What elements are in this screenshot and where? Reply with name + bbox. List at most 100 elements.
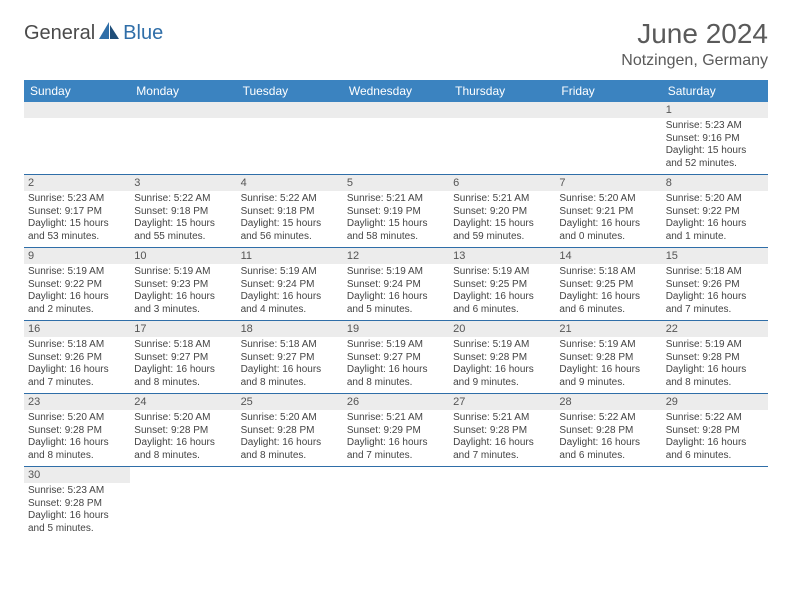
day-details [130, 118, 236, 168]
calendar-cell: 30Sunrise: 5:23 AMSunset: 9:28 PMDayligh… [24, 467, 130, 540]
daylight-text: Daylight: 16 hours [28, 291, 126, 304]
daylight-text: Daylight: 16 hours [666, 364, 764, 377]
day-number: 9 [24, 248, 130, 264]
day-details [24, 118, 130, 168]
daylight-text-2: and 7 minutes. [453, 450, 551, 463]
calendar-cell: 15Sunrise: 5:18 AMSunset: 9:26 PMDayligh… [662, 248, 768, 321]
daylight-text: Daylight: 16 hours [28, 510, 126, 523]
daylight-text: Daylight: 16 hours [666, 218, 764, 231]
day-details: Sunrise: 5:22 AMSunset: 9:18 PMDaylight:… [237, 191, 343, 247]
sunset-text: Sunset: 9:17 PM [28, 206, 126, 219]
calendar-cell: 9Sunrise: 5:19 AMSunset: 9:22 PMDaylight… [24, 248, 130, 321]
day-number: 3 [130, 175, 236, 191]
day-details: Sunrise: 5:18 AMSunset: 9:25 PMDaylight:… [555, 264, 661, 320]
sunrise-text: Sunrise: 5:19 AM [28, 266, 126, 279]
sunrise-text: Sunrise: 5:20 AM [559, 193, 657, 206]
daylight-text-2: and 8 minutes. [666, 377, 764, 390]
calendar-cell: 5Sunrise: 5:21 AMSunset: 9:19 PMDaylight… [343, 175, 449, 248]
day-details: Sunrise: 5:20 AMSunset: 9:22 PMDaylight:… [662, 191, 768, 247]
daylight-text: Daylight: 15 hours [666, 145, 764, 158]
daylight-text-2: and 8 minutes. [241, 450, 339, 463]
calendar-cell [662, 467, 768, 540]
sunrise-text: Sunrise: 5:19 AM [241, 266, 339, 279]
day-details: Sunrise: 5:21 AMSunset: 9:20 PMDaylight:… [449, 191, 555, 247]
calendar-cell: 12Sunrise: 5:19 AMSunset: 9:24 PMDayligh… [343, 248, 449, 321]
day-number: 23 [24, 394, 130, 410]
calendar-cell: 20Sunrise: 5:19 AMSunset: 9:28 PMDayligh… [449, 321, 555, 394]
sunset-text: Sunset: 9:28 PM [28, 425, 126, 438]
sunset-text: Sunset: 9:22 PM [28, 279, 126, 292]
daylight-text-2: and 6 minutes. [559, 304, 657, 317]
day-details [662, 483, 768, 533]
daylight-text: Daylight: 15 hours [241, 218, 339, 231]
calendar-cell: 11Sunrise: 5:19 AMSunset: 9:24 PMDayligh… [237, 248, 343, 321]
daylight-text: Daylight: 16 hours [241, 437, 339, 450]
month-title: June 2024 [621, 18, 768, 50]
daylight-text: Daylight: 16 hours [134, 291, 232, 304]
sunrise-text: Sunrise: 5:22 AM [134, 193, 232, 206]
calendar-week-row: 1Sunrise: 5:23 AMSunset: 9:16 PMDaylight… [24, 102, 768, 175]
sunset-text: Sunset: 9:23 PM [134, 279, 232, 292]
calendar-week-row: 16Sunrise: 5:18 AMSunset: 9:26 PMDayligh… [24, 321, 768, 394]
daylight-text-2: and 52 minutes. [666, 158, 764, 171]
sunset-text: Sunset: 9:18 PM [241, 206, 339, 219]
sunset-text: Sunset: 9:28 PM [453, 352, 551, 365]
calendar-week-row: 2Sunrise: 5:23 AMSunset: 9:17 PMDaylight… [24, 175, 768, 248]
day-number: 29 [662, 394, 768, 410]
sunrise-text: Sunrise: 5:23 AM [28, 485, 126, 498]
sunset-text: Sunset: 9:28 PM [453, 425, 551, 438]
day-number: 16 [24, 321, 130, 337]
calendar-week-row: 30Sunrise: 5:23 AMSunset: 9:28 PMDayligh… [24, 467, 768, 540]
sunset-text: Sunset: 9:22 PM [666, 206, 764, 219]
daylight-text: Daylight: 16 hours [559, 364, 657, 377]
daylight-text: Daylight: 16 hours [134, 437, 232, 450]
day-details [343, 483, 449, 533]
daylight-text: Daylight: 15 hours [347, 218, 445, 231]
daylight-text-2: and 3 minutes. [134, 304, 232, 317]
weekday-header: Thursday [449, 80, 555, 102]
calendar-cell: 7Sunrise: 5:20 AMSunset: 9:21 PMDaylight… [555, 175, 661, 248]
day-number [130, 102, 236, 118]
calendar-cell [130, 102, 236, 175]
daylight-text: Daylight: 16 hours [347, 364, 445, 377]
sunrise-text: Sunrise: 5:20 AM [241, 412, 339, 425]
sunset-text: Sunset: 9:24 PM [241, 279, 339, 292]
day-details: Sunrise: 5:20 AMSunset: 9:28 PMDaylight:… [24, 410, 130, 466]
calendar-cell [555, 102, 661, 175]
day-details: Sunrise: 5:19 AMSunset: 9:28 PMDaylight:… [449, 337, 555, 393]
day-number: 4 [237, 175, 343, 191]
day-number: 25 [237, 394, 343, 410]
day-details: Sunrise: 5:21 AMSunset: 9:19 PMDaylight:… [343, 191, 449, 247]
sunrise-text: Sunrise: 5:18 AM [28, 339, 126, 352]
daylight-text-2: and 8 minutes. [347, 377, 445, 390]
daylight-text-2: and 6 minutes. [453, 304, 551, 317]
sunrise-text: Sunrise: 5:22 AM [559, 412, 657, 425]
sunrise-text: Sunrise: 5:19 AM [347, 339, 445, 352]
sunset-text: Sunset: 9:20 PM [453, 206, 551, 219]
day-details: Sunrise: 5:23 AMSunset: 9:16 PMDaylight:… [662, 118, 768, 174]
daylight-text: Daylight: 15 hours [28, 218, 126, 231]
calendar-cell: 4Sunrise: 5:22 AMSunset: 9:18 PMDaylight… [237, 175, 343, 248]
day-number: 13 [449, 248, 555, 264]
day-details: Sunrise: 5:19 AMSunset: 9:22 PMDaylight:… [24, 264, 130, 320]
sunset-text: Sunset: 9:26 PM [666, 279, 764, 292]
header: General Blue June 2024 Notzingen, German… [24, 18, 768, 70]
daylight-text: Daylight: 16 hours [28, 437, 126, 450]
sunrise-text: Sunrise: 5:21 AM [347, 193, 445, 206]
day-number: 22 [662, 321, 768, 337]
calendar-cell [449, 102, 555, 175]
day-number [24, 102, 130, 118]
day-number: 17 [130, 321, 236, 337]
sunset-text: Sunset: 9:24 PM [347, 279, 445, 292]
daylight-text: Daylight: 16 hours [453, 364, 551, 377]
calendar-cell: 21Sunrise: 5:19 AMSunset: 9:28 PMDayligh… [555, 321, 661, 394]
day-number [555, 102, 661, 118]
daylight-text: Daylight: 16 hours [453, 291, 551, 304]
logo-text-blue: Blue [123, 22, 163, 45]
sunrise-text: Sunrise: 5:19 AM [559, 339, 657, 352]
daylight-text: Daylight: 16 hours [453, 437, 551, 450]
sunset-text: Sunset: 9:19 PM [347, 206, 445, 219]
calendar-cell: 13Sunrise: 5:19 AMSunset: 9:25 PMDayligh… [449, 248, 555, 321]
weekday-header: Wednesday [343, 80, 449, 102]
sunset-text: Sunset: 9:28 PM [559, 425, 657, 438]
